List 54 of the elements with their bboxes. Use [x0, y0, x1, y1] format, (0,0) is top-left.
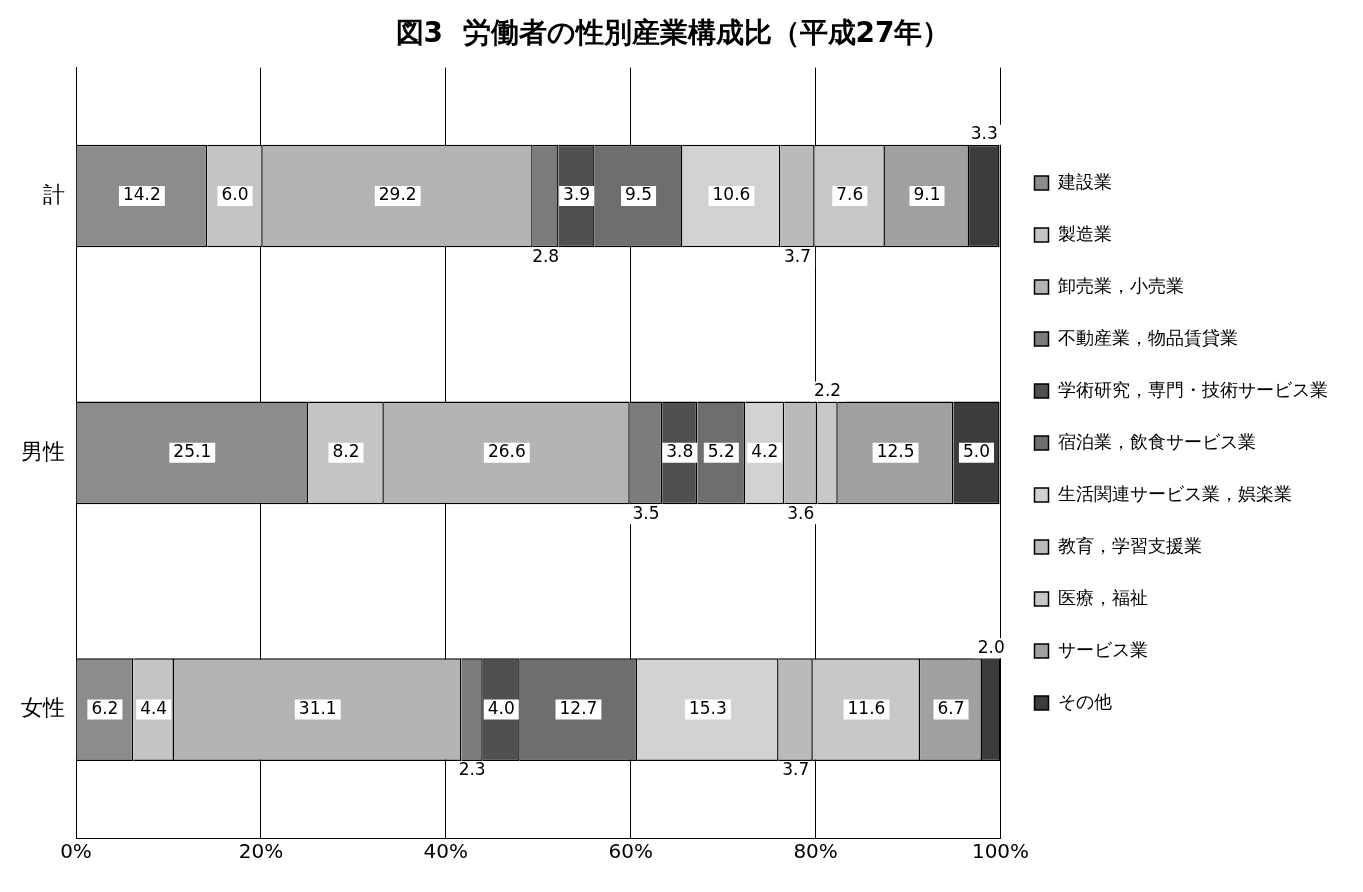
data-label: 12.5: [876, 441, 915, 462]
legend-label: その他: [1057, 690, 1112, 712]
legend-label: 学術研究，専門・技術サービス業: [1057, 378, 1328, 400]
legend-label: 生活関連サービス業，娯楽業: [1057, 482, 1292, 504]
data-label: 7.6: [836, 184, 864, 205]
y-tick-label: 計: [43, 181, 65, 207]
legend-label: 宿泊業，飲食サービス業: [1057, 430, 1256, 452]
x-tick-label: 0%: [60, 839, 92, 864]
legend-label: 教育，学習支援業: [1057, 534, 1202, 556]
data-label: 5.2: [707, 441, 735, 462]
legend-label: サービス業: [1057, 638, 1148, 660]
x-tick-label: 20%: [238, 839, 284, 864]
legend-label: 不動産業，物品賃貸業: [1057, 326, 1238, 348]
data-label: 2.2: [814, 379, 842, 400]
data-label: 10.6: [712, 184, 751, 205]
legend-label: 卸売業，小売業: [1057, 274, 1184, 296]
data-label: 4.4: [140, 698, 168, 719]
x-tick-label: 40%: [423, 839, 469, 864]
data-label: 6.7: [937, 698, 965, 719]
data-label: 2.3: [458, 759, 486, 780]
x-tick-label: 60%: [608, 839, 653, 864]
data-label: 4.2: [751, 441, 779, 462]
chart-title: 図3 労働者の性別産業構成比（平成27年）: [395, 16, 951, 50]
data-label: 5.0: [962, 441, 990, 462]
data-label: 9.5: [625, 184, 653, 205]
data-label: 11.6: [847, 698, 886, 719]
data-label: 4.0: [487, 698, 515, 719]
data-label: 14.2: [122, 184, 161, 205]
data-label: 2.0: [977, 636, 1005, 657]
data-label: 8.2: [332, 441, 360, 462]
data-label: 3.3: [970, 123, 998, 144]
data-label: 25.1: [173, 441, 212, 462]
data-label: 3.9: [563, 184, 591, 205]
data-label: 26.6: [487, 441, 526, 462]
y-tick-label: 女性: [21, 695, 65, 721]
data-label: 3.5: [632, 502, 660, 523]
data-label: 12.7: [559, 698, 598, 719]
data-label: 2.8: [532, 245, 560, 266]
data-label: 31.1: [298, 698, 337, 719]
data-label: 9.1: [913, 184, 941, 205]
x-tick-label: 80%: [793, 839, 838, 864]
data-label: 3.7: [784, 245, 812, 266]
data-label: 29.2: [378, 184, 417, 205]
data-label: 6.2: [91, 698, 119, 719]
legend-label: 建設業: [1056, 170, 1112, 192]
legend-label: 製造業: [1057, 222, 1112, 244]
data-label: 3.7: [782, 759, 810, 780]
data-label: 6.0: [221, 184, 249, 205]
y-tick-label: 男性: [21, 438, 65, 464]
x-tick-label: 100%: [971, 839, 1030, 864]
data-label: 3.6: [787, 502, 815, 523]
legend-label: 医療，福祉: [1057, 586, 1148, 608]
data-label: 3.8: [666, 441, 694, 462]
data-label: 15.3: [688, 698, 727, 719]
